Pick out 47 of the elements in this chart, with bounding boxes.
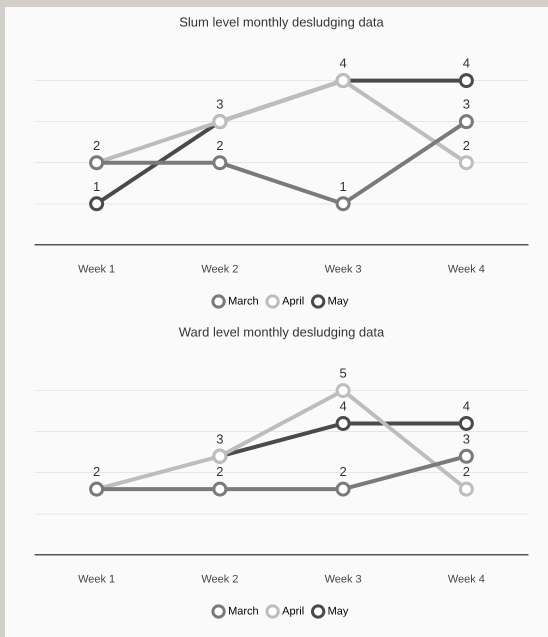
legend-label: March <box>228 296 259 308</box>
data-label: 1 <box>93 178 100 194</box>
point <box>458 448 474 464</box>
legend-label: May <box>328 606 349 618</box>
x-tick-label: Week 3 <box>324 263 362 276</box>
point <box>212 155 228 170</box>
legend-label: May <box>328 296 349 308</box>
data-label: 3 <box>462 96 470 112</box>
legend-label: March <box>228 606 259 618</box>
point <box>458 416 474 431</box>
x-tick-label: Week 2 <box>201 263 238 276</box>
data-label: 3 <box>462 431 470 446</box>
data-label: 3 <box>216 431 224 446</box>
data-label: 4 <box>340 56 347 71</box>
data-label: 5 <box>340 366 347 381</box>
data-label: 4 <box>462 398 470 414</box>
point <box>458 482 474 497</box>
data-label: 2 <box>462 138 470 153</box>
point <box>458 114 474 130</box>
data-label: 2 <box>340 464 347 480</box>
point <box>89 196 104 212</box>
legend-label: April <box>282 296 304 308</box>
x-tick-label: Week 4 <box>448 573 485 586</box>
point <box>336 383 351 398</box>
data-label: 4 <box>340 398 347 414</box>
point <box>336 416 351 431</box>
data-label: 1 <box>340 178 347 194</box>
x-tick-label: Week 1 <box>78 263 116 276</box>
point <box>458 73 474 88</box>
data-label: 2 <box>93 138 100 153</box>
point <box>212 482 228 497</box>
x-tick-label: Week 4 <box>448 263 485 276</box>
point <box>336 196 351 212</box>
x-tick-label: Week 3 <box>324 573 362 586</box>
data-label: 2 <box>216 464 224 480</box>
chart-title: Ward level monthly desludging data <box>178 324 386 340</box>
point <box>336 482 351 497</box>
data-label: 3 <box>216 96 224 112</box>
chart-title: Slum level monthly desludging data <box>179 14 385 30</box>
legend-label: April <box>282 606 304 618</box>
point <box>458 155 474 170</box>
data-label: 2 <box>93 464 100 480</box>
data-label: 4 <box>462 56 470 71</box>
data-label: 2 <box>462 464 470 480</box>
data-label: 2 <box>216 138 224 153</box>
x-tick-label: Week 2 <box>201 573 238 586</box>
x-tick-label: Week 1 <box>78 573 116 586</box>
